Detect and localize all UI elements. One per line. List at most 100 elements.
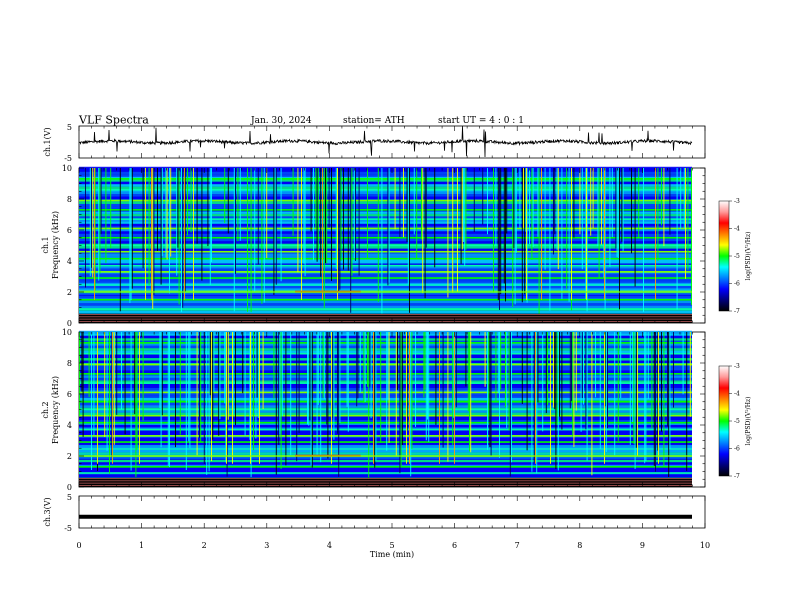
sferic-streak <box>406 168 408 243</box>
sferic-streak <box>669 168 671 235</box>
sferic-streak <box>326 332 328 425</box>
sferic-spike <box>439 332 440 464</box>
ch1-ytick-top: 5 <box>67 123 72 132</box>
spectrogram-low-line <box>79 321 692 322</box>
sferic-streak <box>280 168 282 282</box>
sferic-streak <box>524 168 526 295</box>
sferic-streak <box>203 332 205 465</box>
sferic-streak <box>209 332 211 396</box>
sferic-streak <box>332 332 334 418</box>
sferic-streak <box>166 168 168 260</box>
sferic-streak <box>212 332 214 440</box>
sferic-streak <box>638 168 640 238</box>
sferic-streak <box>425 168 427 248</box>
sferic-streak <box>169 168 170 294</box>
sferic-streak <box>651 332 653 429</box>
sferic-streak <box>121 332 122 410</box>
sferic-streak <box>159 332 161 408</box>
sferic-streak <box>509 332 511 477</box>
spectrogram-row <box>79 457 692 460</box>
sferic-streak <box>410 332 412 477</box>
sferic-streak <box>250 332 252 478</box>
sferic-streak <box>176 168 178 276</box>
sferic-streak <box>247 168 248 312</box>
sferic-streak <box>253 332 254 451</box>
sferic-streak <box>160 168 162 285</box>
sferic-streak <box>424 168 426 299</box>
sferic-streak <box>323 332 325 400</box>
spectrogram-row <box>79 333 692 336</box>
sferic-streak <box>160 332 162 448</box>
sferic-streak <box>182 168 184 308</box>
sferic-streak <box>179 332 181 435</box>
sferic-streak <box>81 332 83 392</box>
sferic-streak <box>489 332 491 448</box>
sferic-streak <box>355 168 356 261</box>
sferic-streak <box>333 332 335 440</box>
sferic-streak <box>411 332 413 449</box>
spectrogram-row <box>79 218 692 222</box>
sferic-spike <box>259 332 260 464</box>
sferic-streak <box>104 332 106 438</box>
sferic-streak <box>316 332 318 456</box>
spectrogram-row <box>79 295 692 299</box>
spectrogram-row <box>79 203 692 207</box>
spectrogram-row <box>79 258 692 261</box>
sferic-streak <box>227 168 229 234</box>
sferic-streak <box>337 332 338 434</box>
sferic-spike <box>301 168 302 300</box>
sferic-streak <box>555 332 557 469</box>
spectrogram-row <box>79 253 692 257</box>
sferic-streak <box>499 332 500 458</box>
sferic-streak <box>119 168 121 312</box>
ch3-ytick-top: 5 <box>67 493 72 502</box>
sferic-streak <box>249 332 251 440</box>
sferic-streak <box>161 332 163 416</box>
sferic-streak <box>607 332 608 429</box>
frequency-tick-label: 8 <box>67 195 72 204</box>
sferic-streak <box>629 332 631 445</box>
spectrogram-row <box>79 360 692 363</box>
sferic-streak <box>375 332 377 461</box>
time-axis-tick-labels: 0 1 2 3 4 5 6 7 8 9 10 <box>76 541 710 550</box>
sferic-streak <box>536 332 538 474</box>
spectrogram-band <box>79 236 692 239</box>
sferic-streak <box>428 332 430 442</box>
spectrogram-row <box>79 437 692 440</box>
frequency-tick-label: 0 <box>67 483 72 492</box>
sferic-streak <box>106 332 108 451</box>
sferic-streak <box>583 332 584 405</box>
sferic-streak <box>363 332 365 404</box>
sferic-streak <box>177 168 179 248</box>
sferic-streak <box>387 332 389 400</box>
sferic-streak <box>403 168 404 238</box>
time-tick-label: 8 <box>577 541 582 550</box>
sferic-streak <box>529 168 530 245</box>
sferic-streak <box>532 168 534 247</box>
ch3-waveform-ticks <box>78 496 706 528</box>
spectrogram-row <box>79 211 692 214</box>
sferic-streak <box>317 332 319 406</box>
sferic-streak <box>395 332 397 457</box>
sferic-streak <box>617 332 619 441</box>
ch2-colorbar-label: log(PSD)(V²/Hz) <box>745 397 752 446</box>
sferic-streak <box>655 332 656 472</box>
sferic-streak <box>634 332 636 470</box>
sferic-streak <box>285 332 287 466</box>
spectrogram-row <box>79 184 692 187</box>
spectrogram-row <box>79 395 692 398</box>
sferic-streak <box>359 332 361 393</box>
sferic-streak <box>653 332 655 466</box>
sferic-spike <box>373 332 374 464</box>
sferic-streak <box>152 168 154 309</box>
sferic-streak <box>495 168 497 246</box>
spectrogram-row <box>79 228 692 232</box>
sferic-streak <box>350 168 352 313</box>
spectrogram-row <box>79 425 692 428</box>
sferic-streak <box>317 168 319 258</box>
sferic-streak <box>497 332 499 394</box>
sferic-streak <box>338 168 340 292</box>
sferic-streak <box>357 332 359 399</box>
sferic-streak <box>568 168 570 302</box>
spectrogram-band <box>79 291 692 293</box>
